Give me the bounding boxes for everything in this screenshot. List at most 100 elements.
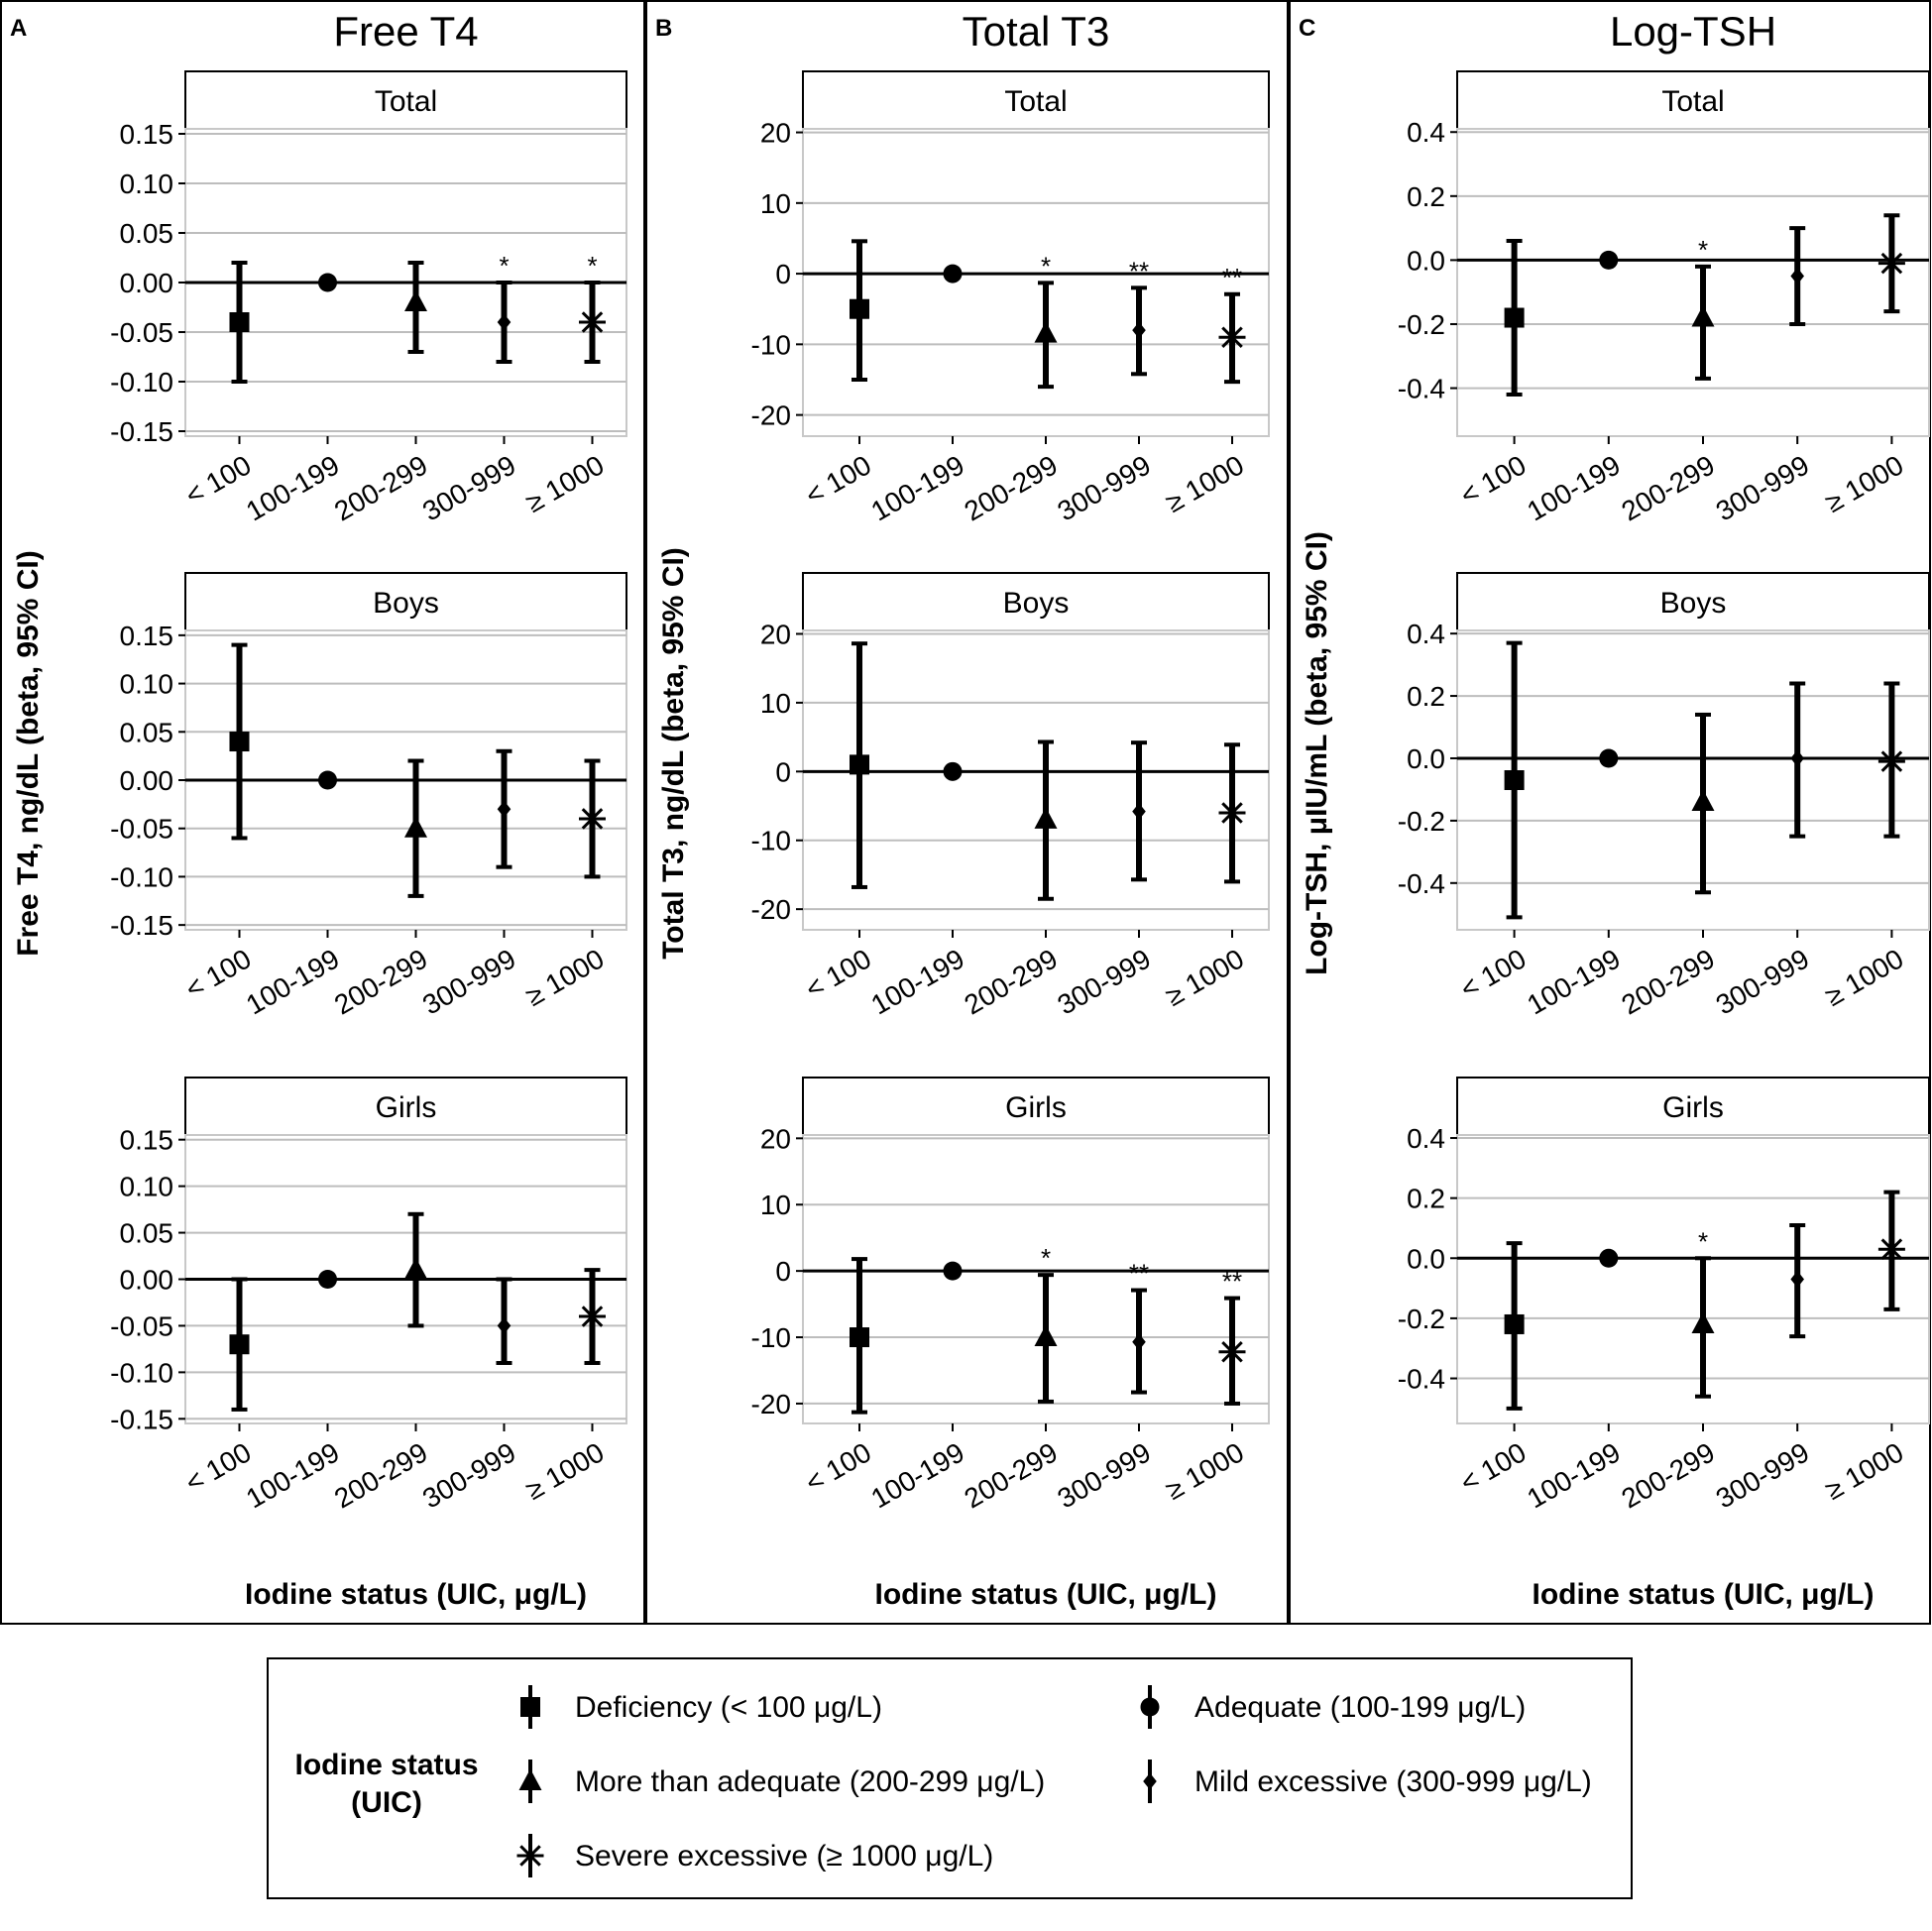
point-marker: [850, 298, 869, 319]
significance-mark: **: [1129, 256, 1149, 285]
y-tick-label: -10: [751, 826, 791, 856]
x-axis-label: Iodine status (UIC, μg/L): [1532, 1578, 1874, 1611]
point-marker: [318, 770, 337, 790]
y-tick-label: -0.05: [110, 1310, 173, 1341]
y-tick-label: 0.10: [120, 669, 174, 700]
point-marker: [579, 1303, 606, 1330]
legend-item-square: Deficiency (< 100 μg/L): [520, 1685, 882, 1729]
y-tick-label: -0.2: [1398, 309, 1445, 340]
point-marker: [1034, 321, 1058, 343]
point-marker: [1218, 799, 1246, 827]
significance-mark: *: [499, 251, 509, 281]
plot-area: [1456, 128, 1930, 437]
point-marker: [943, 761, 963, 781]
y-tick-label: 0: [775, 259, 791, 289]
point-marker: [1504, 1313, 1525, 1334]
y-tick-label: -0.4: [1398, 374, 1445, 404]
point-marker: [229, 312, 250, 332]
panel-title: Log-TSH: [1610, 8, 1776, 55]
point-marker: [1218, 1338, 1246, 1366]
legend-label: Mild excessive (300-999 μg/L): [1194, 1765, 1592, 1798]
point-marker: [1691, 1311, 1715, 1333]
point-marker: [1218, 323, 1246, 351]
point-marker: [404, 816, 427, 838]
panel-title: Total T3: [963, 8, 1110, 55]
significance-mark: *: [1698, 1226, 1708, 1256]
y-tick-label: 0.05: [120, 218, 174, 249]
point-marker: [404, 1257, 427, 1280]
y-tick-label: 0.4: [1407, 1123, 1445, 1154]
point-marker: [1599, 250, 1619, 270]
legend-title: Iodine status: [294, 1749, 478, 1781]
strip-box: [1456, 70, 1930, 130]
point-marker: [579, 805, 606, 833]
significance-mark: **: [1129, 1259, 1149, 1289]
point-marker: [1691, 789, 1715, 812]
y-tick-label: 0.15: [120, 1125, 174, 1156]
legend-label: Adequate (100-199 μg/L): [1194, 1691, 1526, 1724]
y-tick-label: -10: [751, 1322, 791, 1353]
strip-box: [802, 70, 1270, 130]
strip-label: Girls: [376, 1091, 437, 1124]
y-tick-label: 10: [760, 1190, 791, 1220]
y-tick-label: 0.10: [120, 169, 174, 199]
strip-box: [184, 70, 627, 130]
point-marker: [1132, 1333, 1146, 1351]
y-tick-label: -20: [751, 1389, 791, 1420]
point-marker: [1790, 268, 1804, 285]
legend-label: Severe excessive (≥ 1000 μg/L): [575, 1840, 993, 1873]
y-tick-label: 0.05: [120, 717, 174, 747]
y-tick-label: -0.05: [110, 317, 173, 348]
y-tick-label: -10: [751, 329, 791, 360]
plot-area: [802, 128, 1270, 437]
strip-label: Girls: [1005, 1091, 1067, 1124]
y-tick-label: -0.10: [110, 367, 173, 398]
y-tick-label: -0.15: [110, 910, 173, 941]
y-tick-label: 0: [775, 1256, 791, 1287]
significance-mark: *: [1041, 251, 1051, 281]
legend-label: More than adequate (200-299 μg/L): [575, 1765, 1045, 1798]
point-marker: [1691, 305, 1715, 327]
y-tick-label: -0.15: [110, 416, 173, 447]
point-marker: [1790, 749, 1804, 767]
y-tick-label: 0.00: [120, 765, 174, 796]
strip-label: Total: [1004, 85, 1067, 118]
y-tick-label: 0.0: [1407, 245, 1445, 276]
point-marker: [850, 1327, 869, 1348]
plot-area: [1456, 629, 1930, 931]
plot-area: [1456, 1134, 1930, 1424]
legend-item-asterisk: Severe excessive (≥ 1000 μg/L): [516, 1834, 993, 1877]
y-tick-label: 0.15: [120, 621, 174, 651]
legend-item-diamond: Mild excessive (300-999 μg/L): [1143, 1760, 1592, 1803]
y-axis-label: Free T4, ng/dL (beta, 95% CI): [12, 550, 45, 957]
point-marker: [229, 732, 250, 752]
point-marker: [579, 308, 606, 336]
point-marker: [1504, 307, 1525, 328]
y-tick-label: -0.2: [1398, 806, 1445, 837]
y-tick-label: 0.05: [120, 1218, 174, 1249]
strip-label: Boys: [1660, 587, 1727, 620]
legend-label: Deficiency (< 100 μg/L): [575, 1691, 882, 1724]
point-marker: [943, 264, 963, 284]
y-tick-label: -0.10: [110, 1357, 173, 1388]
y-tick-label: -0.4: [1398, 1364, 1445, 1395]
point-marker: [1132, 321, 1146, 339]
legend-item-triangle: More than adequate (200-299 μg/L): [518, 1760, 1045, 1803]
panel-letter: A: [10, 15, 27, 42]
strip-label: Boys: [1003, 587, 1070, 620]
y-tick-label: 10: [760, 688, 791, 719]
significance-mark: *: [1698, 235, 1708, 265]
point-marker: [318, 1270, 337, 1289]
strip-box: [184, 1077, 627, 1136]
panel-border: [645, 0, 1289, 1625]
panel-letter: B: [655, 15, 672, 42]
triangle-icon: [518, 1768, 542, 1790]
y-tick-label: 0.0: [1407, 743, 1445, 774]
panel-letter: C: [1299, 15, 1315, 42]
y-tick-label: -20: [751, 400, 791, 431]
point-marker: [497, 313, 511, 331]
point-marker: [1034, 807, 1058, 829]
point-marker: [1132, 803, 1146, 821]
point-marker: [943, 1261, 963, 1281]
